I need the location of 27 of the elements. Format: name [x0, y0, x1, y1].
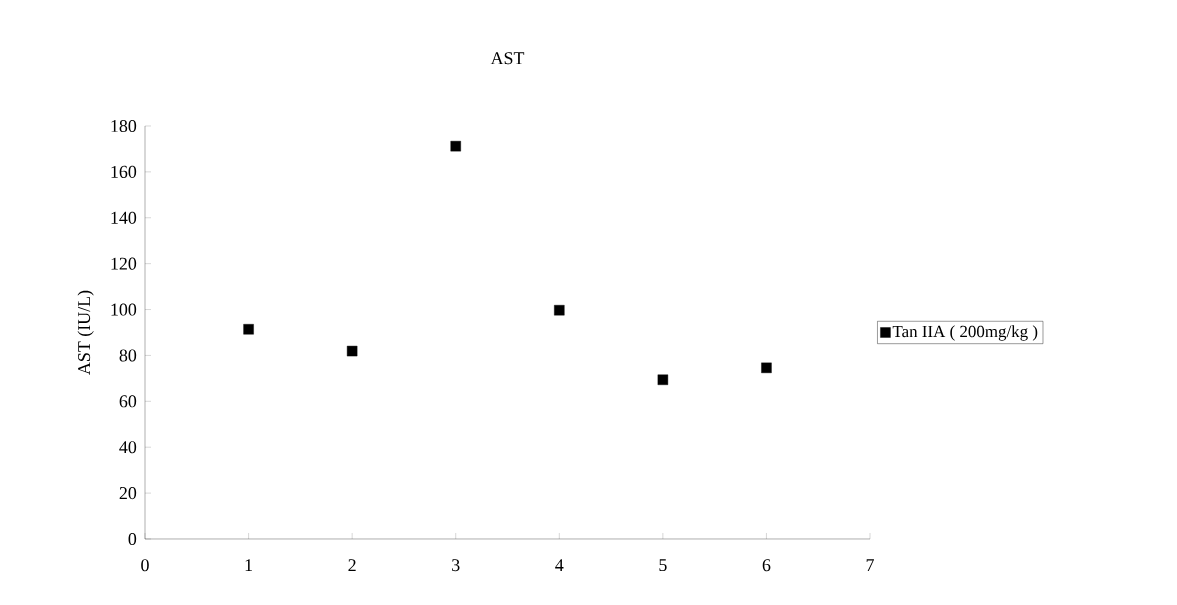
y-tick-label: 0: [128, 532, 137, 546]
point: [243, 324, 254, 335]
point: [761, 362, 772, 374]
x-tick-label: 3: [452, 559, 460, 572]
chart-title: AST: [490, 52, 525, 65]
x-tick-label: 4: [555, 559, 564, 571]
point: [346, 345, 358, 357]
x-tick-label: 0: [141, 559, 149, 572]
y-tick-label: 40: [119, 441, 137, 454]
y-tick-label: 120: [111, 257, 137, 270]
x-tick-label: 5: [659, 559, 667, 572]
x-tick-label: 2: [348, 559, 356, 572]
y-tick-label: 180: [111, 119, 137, 133]
y-tick-label: 140: [111, 211, 137, 224]
y-tick-label: 160: [111, 165, 137, 178]
point: [657, 374, 669, 385]
y-tick-label: 100: [111, 303, 137, 316]
x-tick-label: 6: [762, 559, 771, 572]
y-tick-label: 80: [119, 349, 137, 362]
x-tick-label: 1: [245, 559, 252, 571]
y-tick-label: 60: [119, 395, 137, 408]
legend-label: Tan IIA ( 200mg/kg ): [892, 325, 1038, 341]
point: [554, 305, 565, 316]
y-axis-title: AST (IU/L): [77, 290, 94, 375]
point: [450, 140, 461, 152]
x-tick-label: 7: [866, 559, 874, 571]
y-tick-label: 20: [119, 487, 137, 500]
